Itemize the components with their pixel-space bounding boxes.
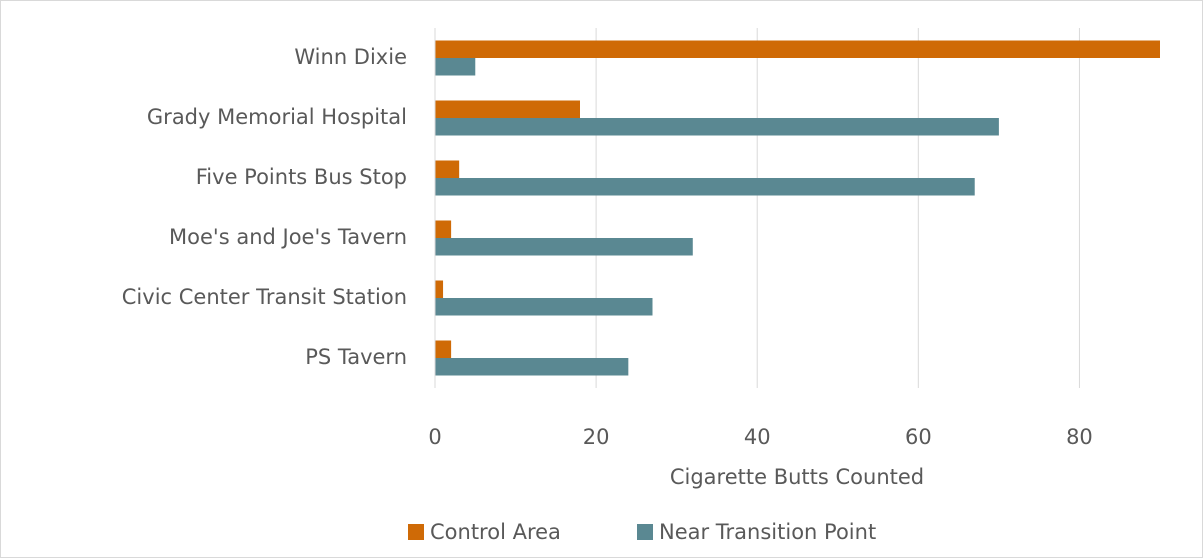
x-axis-title: Cigarette Butts Counted [670, 465, 924, 489]
x-tick-label: 40 [744, 425, 771, 449]
x-tick-label: 80 [1066, 425, 1093, 449]
bar [435, 118, 999, 136]
y-tick-label: Moe's and Joe's Tavern [169, 225, 407, 249]
legend-swatch [408, 524, 424, 540]
bar [435, 358, 629, 376]
x-tick-label: 60 [905, 425, 932, 449]
x-tick-label: 0 [428, 425, 441, 449]
bar [435, 160, 460, 178]
bar [435, 238, 693, 256]
legend-label: Control Area [430, 520, 561, 544]
y-tick-label: Winn Dixie [294, 45, 407, 69]
legend-label: Near Transition Point [659, 520, 876, 544]
bar [435, 40, 1160, 58]
x-tick-label: 20 [583, 425, 610, 449]
bar [435, 280, 444, 298]
bar [435, 178, 975, 196]
bar [435, 100, 580, 118]
bar [435, 340, 452, 358]
bar [435, 220, 452, 238]
y-tick-label: Five Points Bus Stop [196, 165, 407, 189]
y-tick-label: PS Tavern [305, 345, 407, 369]
bar [435, 298, 653, 316]
y-tick-label: Grady Memorial Hospital [147, 105, 407, 129]
legend-swatch [637, 524, 653, 540]
y-tick-label: Civic Center Transit Station [122, 285, 407, 309]
bar [435, 58, 476, 76]
